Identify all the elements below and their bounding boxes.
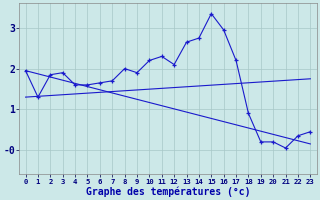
X-axis label: Graphe des températures (°c): Graphe des températures (°c) xyxy=(86,186,250,197)
